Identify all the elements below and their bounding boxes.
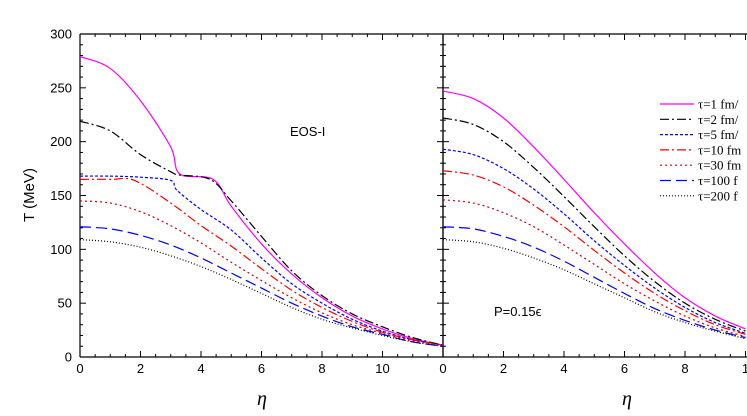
y-tick-label-3: 150: [50, 188, 72, 203]
y-tick-label-4: 200: [50, 134, 72, 149]
x-tick-label-left-2: 4: [197, 361, 204, 376]
x-tick-label-right-0: 0: [439, 361, 446, 376]
series-line-right-0: [443, 90, 746, 330]
y-tick-label-5: 250: [50, 80, 72, 95]
x-tick-label-right-5: 1: [742, 361, 747, 376]
series-line-left-6: [80, 239, 443, 347]
plot-frame-left: [79, 33, 444, 358]
x-tick-label-right-2: 4: [560, 361, 567, 376]
data-curves: [80, 56, 746, 347]
legend-label-3: τ=10 fm: [698, 142, 741, 157]
x-axis-title-right: η: [622, 388, 632, 410]
legend-label-4: τ=30 fm: [698, 158, 741, 173]
series-line-left-1: [80, 120, 443, 346]
x-tick-label-right-4: 8: [681, 361, 688, 376]
legend-label-2: τ=5 fm/: [698, 127, 739, 142]
series-line-right-3: [443, 170, 746, 335]
series-line-right-1: [443, 117, 746, 332]
x-tick-label-left-1: 2: [137, 361, 144, 376]
axis-labels: T (MeV) η η EOS-I P=0.15ϵ: [21, 124, 632, 410]
series-line-right-5: [443, 226, 746, 339]
y-tick-label-1: 50: [58, 296, 72, 311]
y-tick-label-6: 300: [50, 27, 72, 42]
legend-label-0: τ=1 fm/: [698, 97, 739, 112]
x-tick-label-left-0: 0: [76, 361, 83, 376]
series-line-right-2: [443, 148, 746, 334]
x-axis-title-left: η: [257, 388, 267, 410]
plot-frames: [79, 33, 747, 358]
x-tick-label-right-3: 6: [621, 361, 628, 376]
series-line-right-4: [443, 199, 746, 338]
legend-label-1: τ=2 fm/: [698, 112, 739, 127]
x-tick-label-left-5: 10: [375, 361, 389, 376]
annotation-pressure: P=0.15ϵ: [494, 304, 542, 319]
series-line-left-0: [80, 56, 443, 346]
y-axis-title: T (MeV): [21, 168, 38, 222]
y-tick-label-0: 0: [65, 350, 72, 365]
legend: τ=1 fm/τ=2 fm/τ=5 fm/τ=10 fmτ=30 fmτ=100…: [660, 97, 741, 203]
y-tick-label-2: 100: [50, 242, 72, 257]
series-line-right-6: [443, 239, 746, 340]
legend-label-5: τ=100 f: [698, 173, 738, 188]
x-tick-label-left-4: 8: [318, 361, 325, 376]
series-line-left-2: [80, 175, 443, 346]
series-line-left-5: [80, 226, 443, 347]
x-tick-label-left-3: 6: [258, 361, 265, 376]
series-line-left-4: [80, 200, 443, 346]
annotation-eos: EOS-I: [290, 124, 325, 139]
legend-label-6: τ=200 f: [698, 188, 738, 203]
series-line-left-3: [80, 177, 443, 346]
x-tick-label-right-1: 2: [500, 361, 507, 376]
